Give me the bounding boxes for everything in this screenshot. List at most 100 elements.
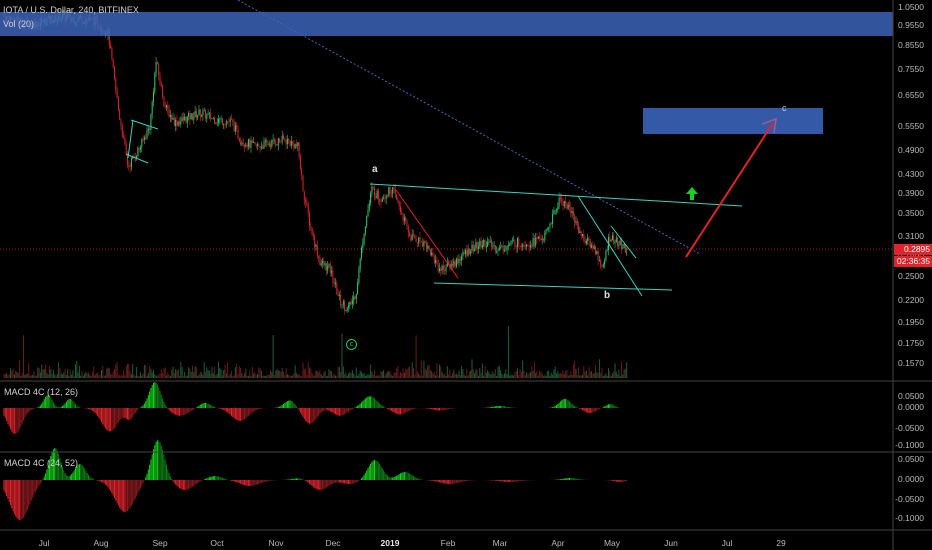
macd2-bar [563, 478, 565, 480]
macd1-bar [214, 406, 216, 408]
price-tick: 0.8550 [898, 40, 924, 51]
macd1-bar [182, 408, 184, 416]
volume-bar [254, 372, 256, 378]
macd1-bar [17, 408, 19, 432]
volume-bar [262, 375, 264, 378]
candle-body [110, 45, 112, 48]
candle-body [517, 238, 518, 248]
macd1-bar [489, 407, 491, 408]
volume-bar [58, 362, 60, 378]
volume-bar [102, 365, 104, 378]
macd2-bar [364, 472, 366, 480]
volume-bar [37, 367, 39, 378]
candle-body [310, 225, 312, 228]
candle-body [602, 264, 604, 267]
macd2-bar [493, 480, 495, 481]
macd2-bar [432, 480, 434, 481]
macd1-bar [611, 404, 613, 408]
macd1-bar [566, 399, 568, 408]
volume-bar [284, 375, 286, 378]
candle-body [130, 158, 132, 168]
macd2-bar [234, 480, 236, 482]
macd2-bar [325, 480, 327, 488]
volume-bar [439, 364, 440, 378]
volume-bar [88, 372, 89, 378]
volume-bar [149, 366, 151, 378]
macd1-bar [359, 403, 361, 408]
macd2-bar [519, 480, 521, 482]
candle-body [591, 245, 593, 248]
volume-bar [123, 370, 125, 378]
volume-bar [129, 371, 131, 378]
volume-bar [541, 374, 543, 378]
macd2-bar [445, 480, 447, 484]
volume-bar [16, 372, 18, 378]
macd1-bar [554, 405, 556, 408]
candle-body [345, 310, 347, 312]
red-trend [395, 189, 459, 279]
volume-bar [585, 370, 587, 378]
macd1-bar [285, 401, 287, 408]
candle-body [478, 246, 479, 249]
candle-body [188, 113, 190, 117]
candle-body [618, 244, 620, 246]
price-tick: 0.1950 [898, 317, 924, 328]
wave-c-target-label: c [782, 103, 787, 113]
macd1-bar [338, 408, 340, 416]
macd1-bar [197, 406, 199, 408]
candle-body [280, 141, 282, 143]
volume-bar [488, 372, 490, 378]
macd1-bar [441, 408, 443, 411]
macd1-bar [570, 402, 572, 408]
macd2-bar [562, 478, 564, 480]
red-target-arrow [685, 122, 774, 258]
candle-body [515, 246, 517, 248]
candle-body [319, 257, 321, 266]
volume-bar [184, 371, 186, 378]
candle-body [405, 217, 407, 221]
volume-bar [623, 369, 625, 378]
volume-bar [220, 369, 222, 378]
candle-body [532, 238, 534, 247]
volume-bar [562, 370, 564, 378]
candle-body [596, 250, 598, 255]
macd2-bar [372, 460, 374, 480]
volume-bar [266, 375, 268, 378]
macd2-bar [179, 480, 180, 488]
price-tick: 0.3900 [898, 187, 924, 198]
volume-bar [63, 372, 65, 378]
candle-body [163, 97, 165, 106]
macd2-bar [149, 464, 151, 480]
macd1-bar [400, 408, 401, 415]
macd1-bar [26, 408, 28, 414]
macd1-bar [349, 408, 351, 411]
candle-body [116, 89, 118, 99]
volume-bar [474, 373, 476, 378]
macd1-bar [413, 408, 414, 410]
candle-body [119, 109, 121, 120]
macd2-bar [172, 480, 174, 482]
volume-bar [574, 360, 576, 378]
macd1-bar [370, 396, 372, 408]
macd2-bar [504, 480, 505, 482]
volume-bar [507, 326, 509, 378]
price-tick: 0.1750 [898, 337, 924, 348]
volume-bar [324, 370, 326, 378]
volume-bar [385, 373, 387, 378]
volume-bar [491, 374, 492, 378]
candle-body [419, 237, 421, 242]
candle-body [479, 240, 481, 247]
candle-body [237, 128, 239, 139]
volume-bar [426, 370, 427, 378]
macd2-bar [498, 480, 500, 482]
macd2-bar [615, 480, 617, 482]
macd1-bar [284, 402, 286, 408]
volume-bar [26, 373, 28, 378]
volume-bar [151, 372, 153, 378]
candle-body [439, 268, 440, 271]
volume-bar [146, 375, 148, 378]
macd2-bar [467, 480, 469, 481]
volume-bar [160, 369, 162, 378]
candle-body [115, 78, 117, 90]
